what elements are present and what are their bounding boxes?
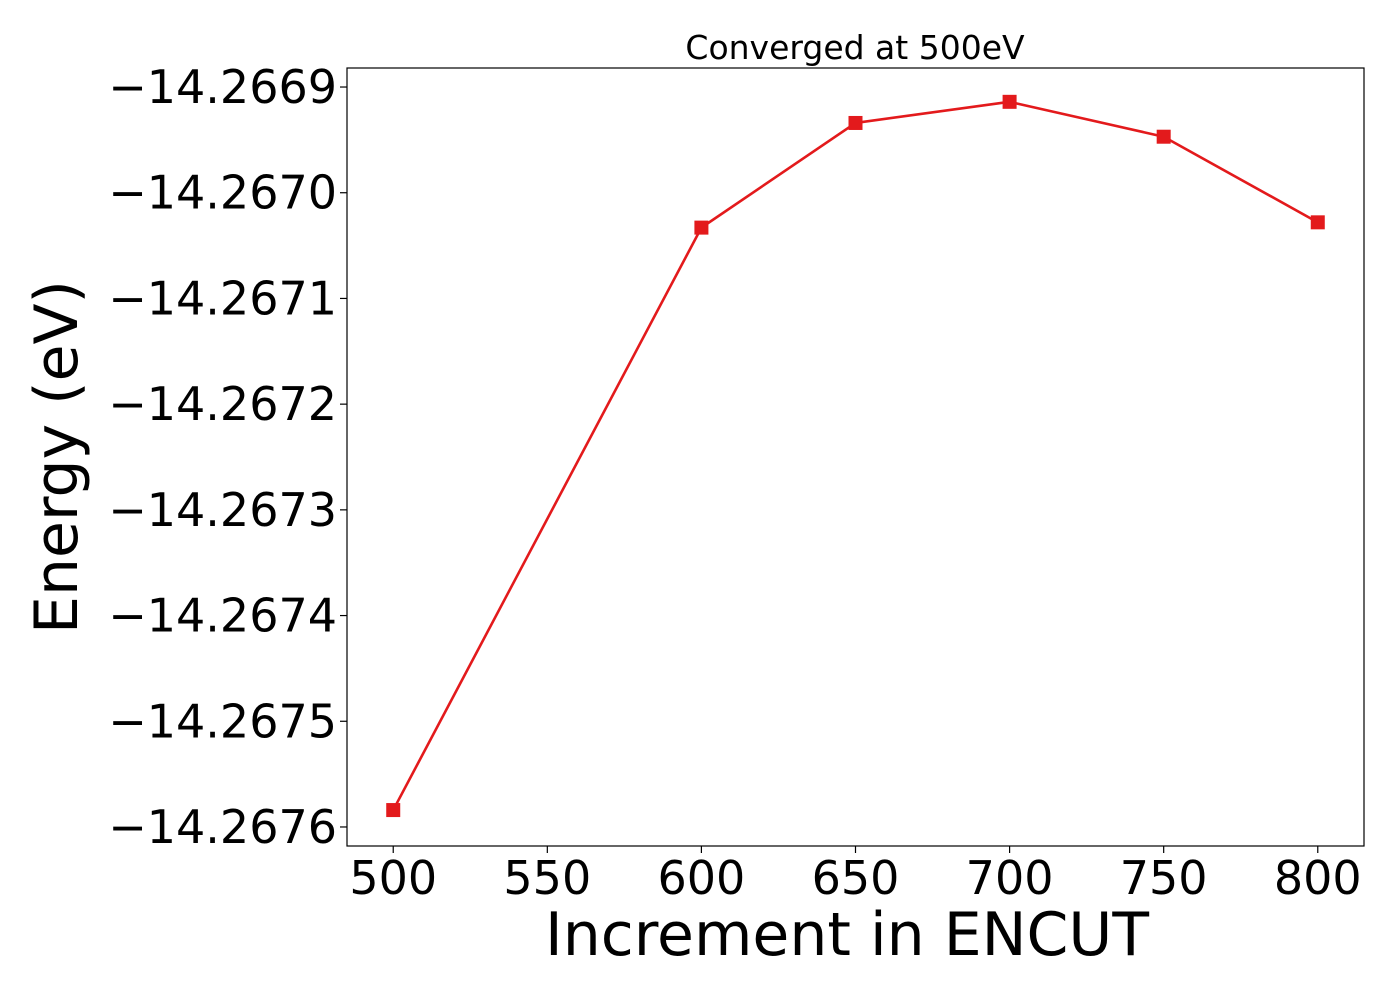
y-tick-label: −14.2672 (108, 377, 337, 431)
y-tick-label: −14.2671 (108, 271, 337, 325)
x-tick-label: 500 (349, 851, 437, 905)
y-tick-label: −14.2669 (108, 60, 337, 114)
x-tick-label: 650 (812, 851, 900, 905)
y-tick-label: −14.2674 (108, 589, 337, 643)
x-tick-label: 750 (1120, 851, 1208, 905)
x-tick-label: 800 (1274, 851, 1362, 905)
data-point-marker (694, 220, 709, 235)
x-tick-label: 550 (503, 851, 591, 905)
plot-frame (346, 67, 1365, 847)
y-axis-ticks: −14.2676 −14.2675 −14.2674 −14.2673 −14.2672… (108, 60, 347, 854)
data-point-marker (1156, 129, 1171, 144)
y-tick-label: −14.2675 (108, 694, 337, 748)
data-point-marker (1310, 215, 1325, 230)
chart-title: Converged at 500eV (685, 28, 1025, 67)
x-tick-label: 600 (658, 851, 746, 905)
data-point-marker (848, 115, 863, 130)
data-point-marker (386, 803, 401, 818)
y-tick-label: −14.2670 (108, 166, 337, 220)
data-point-marker (1002, 94, 1017, 109)
energy-series-line (392, 100, 1319, 811)
y-tick-label: −14.2676 (108, 800, 337, 854)
series-layer (386, 94, 1325, 818)
y-axis-label: Energy (eV) (22, 280, 92, 634)
y-tick-label: −14.2673 (108, 483, 337, 537)
x-tick-label: 700 (966, 851, 1054, 905)
x-axis-ticks: 500 550 600 650 700 750 800 (349, 846, 1362, 905)
x-axis-label: Increment in ENCUT (545, 900, 1149, 970)
